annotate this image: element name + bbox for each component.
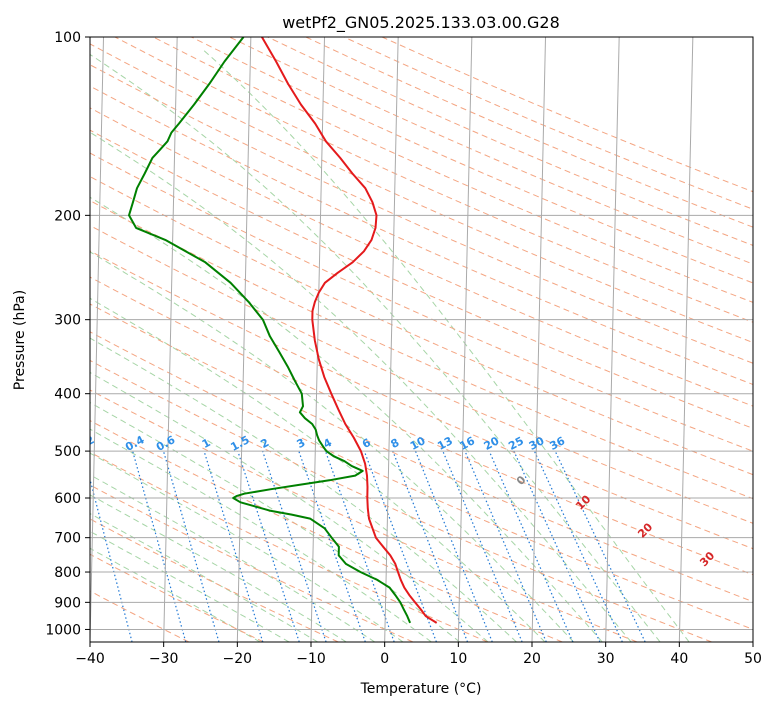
mixing-ratio-label: 25 [506, 434, 526, 453]
y-tick-label: 300 [54, 313, 81, 329]
dry-adiabat-line [90, 200, 753, 500]
mixing-ratio-label: 16 [457, 434, 477, 453]
mixing-ratio-line [488, 450, 574, 642]
y-tick-label: 700 [54, 531, 81, 547]
moist-adiabat-line [90, 512, 319, 642]
isotherm-line [236, 37, 252, 642]
plot-area: -100-90-80-70-60-50-40-30-20-100.10.20.4… [73, 37, 753, 642]
moist-adiabat-line [90, 474, 376, 642]
mixing-ratio-line [513, 450, 601, 642]
dry-adiabat-line [90, 176, 753, 476]
dry-adiabat-line [90, 224, 753, 524]
dry-adiabat-line [90, 250, 753, 550]
isotherm-line [678, 37, 694, 642]
mixing-ratio-label: 13 [435, 434, 455, 453]
temperature-line [261, 37, 438, 624]
x-tick-label: 10 [449, 651, 467, 667]
x-tick-label: −30 [149, 651, 179, 667]
moist-adiabat-line [90, 53, 661, 642]
mixing-ratio-line [90, 477, 133, 642]
y-tick-label: 200 [54, 208, 81, 224]
mixing-ratio-line [442, 450, 523, 642]
mixing-ratio-label: 10 [408, 434, 428, 453]
moist-adiabat-line [90, 428, 432, 642]
moist-adiabat-line [202, 49, 690, 642]
dry-adiabat-line [90, 303, 753, 603]
x-tick-label: 30 [597, 651, 615, 667]
moist-adiabat-line [90, 494, 347, 642]
y-tick-label: 1000 [45, 622, 81, 638]
isobars [90, 214, 753, 630]
dry-adiabat-line [90, 129, 753, 429]
dewpoint-line [128, 37, 412, 624]
x-tick-label: 20 [523, 651, 541, 667]
x-axis-label: Temperature (°C) [360, 681, 482, 697]
adiabat-labels: -100-90-80-70-60-50-40-30-20-100.10.20.4… [73, 433, 718, 569]
dry-adiabat-line [90, 64, 753, 364]
plot-frame [89, 36, 754, 643]
dry-adiabat-line [90, 389, 638, 642]
mixing-ratio-line [324, 450, 395, 642]
mixing-ratio-line [533, 450, 623, 642]
dry-adiabat-line [152, 37, 753, 303]
moist-adiabat-line [90, 337, 517, 642]
y-axis-label: Pressure (hPa) [12, 290, 28, 390]
mixing-ratio-line [132, 450, 187, 642]
x-tick-label: −20 [223, 651, 253, 667]
mixing-ratio-line [162, 450, 220, 642]
dry-adiabat-line [90, 590, 190, 642]
isotherm-line [531, 37, 547, 642]
mixing-ratio-line [237, 450, 300, 642]
mixing-ratio-label: 30 [527, 434, 547, 453]
chart-title: wetPf2_GN05.2025.133.03.00.G28 [282, 13, 560, 33]
x-tick-label: −40 [75, 651, 105, 667]
mixing-ratio-label: 0.2 [73, 433, 96, 454]
y-tick-label: 600 [54, 491, 81, 507]
y-tick-label: 800 [54, 565, 81, 581]
y-tick-label: 500 [54, 444, 81, 460]
axes: −40 −30 −20 −10 0 10 20 30 40 50 100 200 300 400 500 60… [45, 30, 762, 667]
isotherm-line [605, 37, 620, 642]
y-tick-label: 900 [54, 595, 81, 611]
x-tick-label: 0 [380, 651, 389, 667]
x-tick-label: −10 [296, 651, 326, 667]
dry-adiabat-line [90, 43, 753, 344]
moist-adiabat-line [90, 452, 404, 642]
dry-adiabat-line [90, 359, 712, 642]
moist-adiabat-line [90, 530, 290, 642]
isotherm-line [384, 37, 399, 642]
y-tick-label: 400 [54, 387, 81, 403]
dry-adiabat-line [90, 553, 264, 642]
moist-adiabat-line [90, 131, 632, 642]
moist-adiabat-line [90, 196, 603, 642]
mixing-ratio-label: 36 [548, 434, 568, 453]
dry-adiabat-line [191, 37, 753, 284]
y-tick-label: 100 [54, 30, 81, 46]
isotherm-line [310, 37, 326, 642]
mixing-ratio-line [464, 450, 547, 642]
dry-adiabat-line [90, 107, 753, 407]
mixing-ratio-label: 20 [482, 434, 502, 453]
profile-lines [128, 37, 438, 624]
isotherms [90, 37, 753, 642]
isotherm-line [90, 37, 105, 642]
x-tick-label: 40 [670, 651, 688, 667]
dry-adiabat-line [90, 451, 488, 642]
x-tick-label: 50 [744, 651, 762, 667]
isotherm-line [163, 37, 178, 642]
mixing-ratio-line [203, 450, 264, 642]
mixing-ratio-line [262, 450, 327, 642]
isotherm-line [457, 37, 473, 642]
